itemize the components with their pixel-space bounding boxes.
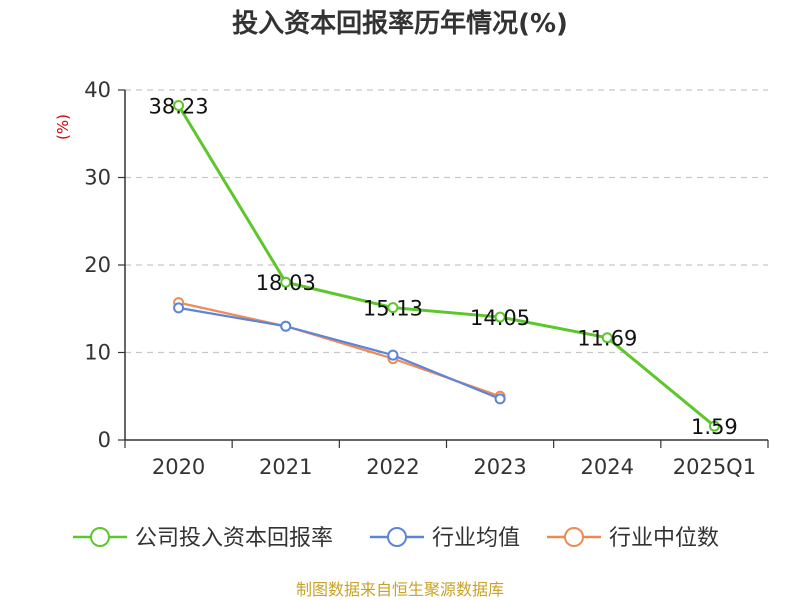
data-label: 38.23 — [149, 94, 209, 118]
x-tick-label: 2020 — [152, 455, 205, 479]
data-label: 11.69 — [577, 327, 637, 351]
legend-marker — [387, 527, 407, 547]
data-label: 18.03 — [256, 271, 316, 295]
legend-label: 行业均值 — [432, 526, 520, 551]
legend-item-1[interactable]: 行业均值 — [370, 526, 520, 551]
gridlines — [125, 89, 768, 354]
legend-marker — [90, 527, 110, 547]
data-point[interactable] — [387, 349, 399, 361]
y-axis-unit-label: (%) — [54, 114, 72, 140]
x-tick-label: 2021 — [259, 455, 312, 479]
series-line-1 — [178, 306, 501, 400]
data-label: 1.59 — [691, 415, 738, 439]
x-tick-label: 2024 — [581, 455, 634, 479]
series-line-0 — [177, 104, 716, 428]
y-tick-label: 10 — [84, 341, 111, 365]
data-point[interactable] — [494, 393, 506, 405]
data-point[interactable] — [387, 302, 399, 314]
y-tick-label: 0 — [98, 428, 111, 452]
data-point[interactable] — [494, 311, 506, 323]
legend-label: 公司投入资本回报率 — [135, 526, 333, 551]
legend[interactable]: 公司投入资本回报率 行业均值 行业中位数 — [73, 526, 719, 551]
data-label: 15.13 — [363, 297, 423, 321]
data-point[interactable] — [280, 320, 292, 332]
legend-label: 行业中位数 — [609, 526, 719, 551]
chart-title: 投入资本回报率历年情况(%) — [232, 8, 568, 39]
data-labels: 38.23 18.03 15.13 14.05 11.69 1.59 — [149, 94, 738, 439]
x-tick-label: 2023 — [473, 455, 526, 479]
data-point[interactable] — [708, 420, 720, 432]
legend-marker — [564, 527, 584, 547]
data-label: 14.05 — [470, 306, 530, 330]
data-point[interactable] — [601, 332, 613, 344]
x-tick-label: 2022 — [366, 455, 419, 479]
y-tick-label: 20 — [84, 253, 111, 277]
data-point[interactable] — [173, 99, 185, 111]
source-note: 制图数据来自恒生聚源数据库 — [296, 580, 504, 599]
data-point[interactable] — [173, 302, 185, 314]
y-tick-label: 40 — [84, 78, 111, 102]
axes: 0 10 20 30 40 2020 2021 2022 2023 2024 2025Q1 — [84, 78, 769, 479]
y-tick-label: 30 — [84, 166, 111, 190]
legend-item-0[interactable]: 公司投入资本回报率 — [73, 526, 333, 551]
legend-item-2[interactable]: 行业中位数 — [547, 526, 719, 551]
series-lines — [173, 99, 720, 432]
x-tick-label: 2025Q1 — [673, 455, 756, 479]
data-point[interactable] — [280, 276, 292, 288]
